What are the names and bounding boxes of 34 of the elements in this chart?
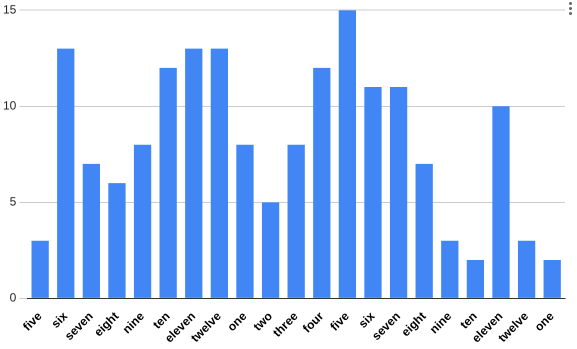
bar [416, 164, 433, 298]
bar [185, 48, 202, 298]
bar [108, 183, 126, 298]
bar [492, 106, 510, 298]
x-tick-label: one [532, 308, 557, 334]
bar [57, 48, 74, 298]
x-tick-label: one [224, 308, 250, 334]
bar [32, 240, 49, 298]
x-tick-label: nine [120, 308, 148, 336]
bar [338, 10, 356, 298]
x-tick-label: five [20, 308, 45, 334]
x-tick-label: six [356, 308, 378, 331]
bar [466, 260, 484, 298]
y-tick-label: 0 [10, 290, 17, 305]
x-tick-label: five [327, 308, 352, 334]
y-tick-label: 5 [10, 194, 17, 209]
bar [518, 240, 536, 298]
bar [544, 260, 561, 298]
bar [236, 144, 254, 298]
bar [160, 68, 177, 298]
y-tick-label: 10 [2, 98, 17, 113]
bar [210, 48, 228, 298]
bar [262, 202, 280, 298]
bar [82, 164, 100, 298]
x-tick-label: four [300, 308, 326, 336]
bar [364, 87, 382, 298]
bar [134, 144, 152, 298]
bar [313, 68, 330, 298]
x-tick-label: six [48, 308, 70, 331]
bar [288, 144, 305, 298]
x-tick-label: nine [426, 308, 454, 336]
bar [441, 240, 458, 298]
bar [390, 87, 408, 298]
y-tick-label: 15 [2, 2, 17, 17]
